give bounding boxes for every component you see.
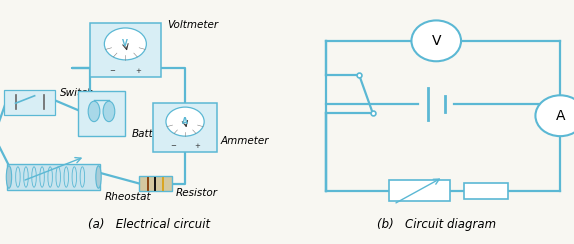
Text: Switch: Switch <box>60 88 94 98</box>
FancyBboxPatch shape <box>7 164 100 190</box>
Text: +: + <box>194 143 200 149</box>
Text: V: V <box>122 40 129 48</box>
Text: (b)   Circuit diagram: (b) Circuit diagram <box>377 218 496 232</box>
FancyBboxPatch shape <box>5 90 55 115</box>
Text: −: − <box>170 143 176 149</box>
Ellipse shape <box>88 101 100 122</box>
Ellipse shape <box>6 166 11 188</box>
FancyBboxPatch shape <box>139 176 172 191</box>
Text: Battery: Battery <box>131 129 170 139</box>
Text: Voltmeter: Voltmeter <box>167 20 218 30</box>
Ellipse shape <box>103 101 115 122</box>
Text: A: A <box>182 117 188 126</box>
Text: Rheostat: Rheostat <box>104 193 151 203</box>
Text: Resistor: Resistor <box>176 188 218 198</box>
Text: V: V <box>432 34 441 48</box>
Text: −: − <box>109 68 115 74</box>
FancyBboxPatch shape <box>90 23 161 77</box>
Circle shape <box>104 28 146 60</box>
Bar <box>389 180 450 201</box>
Text: Ammeter: Ammeter <box>221 136 269 146</box>
Circle shape <box>412 20 461 61</box>
Circle shape <box>166 107 204 136</box>
Circle shape <box>536 95 574 136</box>
Text: A: A <box>556 109 565 123</box>
Bar <box>464 183 508 199</box>
Text: (a)   Electrical circuit: (a) Electrical circuit <box>88 218 210 232</box>
Ellipse shape <box>96 166 101 188</box>
FancyBboxPatch shape <box>78 91 125 136</box>
FancyBboxPatch shape <box>153 102 218 152</box>
Text: +: + <box>135 68 141 74</box>
